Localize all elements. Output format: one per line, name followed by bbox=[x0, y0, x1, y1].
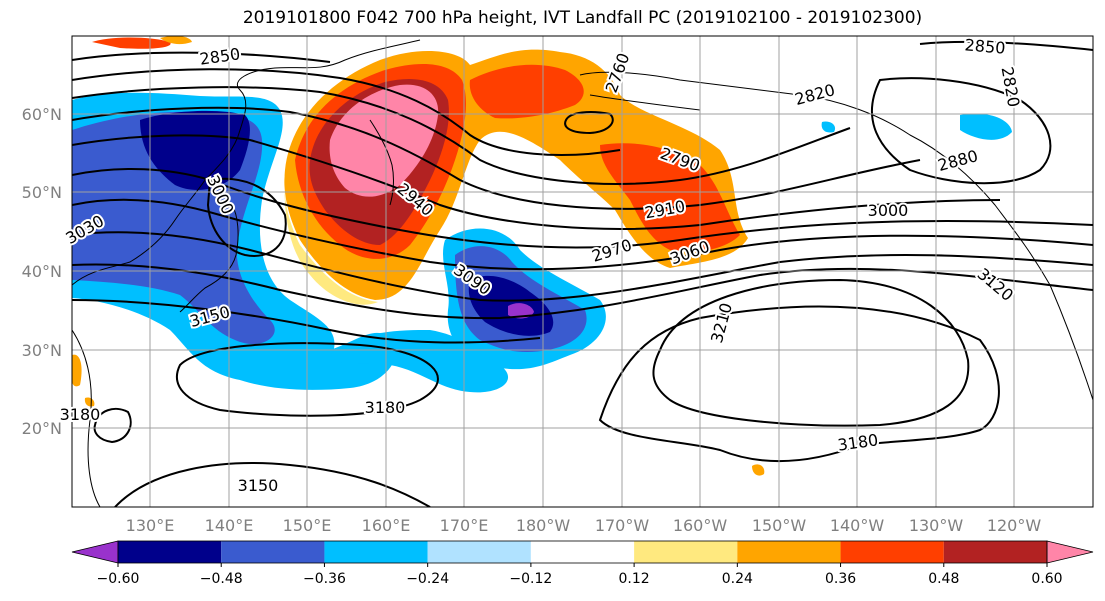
contour-label: 3180 bbox=[365, 398, 406, 417]
coastlines bbox=[72, 39, 1093, 507]
pos-patch-s bbox=[752, 464, 765, 476]
lat-tick-label: 40°N bbox=[22, 262, 62, 281]
lon-tick-label: 170°W bbox=[595, 516, 650, 535]
contour-label: 3000 bbox=[868, 201, 909, 220]
colorbar-bin bbox=[118, 541, 222, 563]
contour-d bbox=[72, 134, 1001, 230]
contour-a bbox=[72, 68, 621, 156]
contour-japan-loop bbox=[206, 177, 287, 257]
lon-tick-label: 140°E bbox=[205, 516, 254, 535]
colorbar-extend-min bbox=[71, 540, 119, 564]
pos-patch-nw2 bbox=[160, 36, 192, 45]
lon-tick-label: 130°W bbox=[909, 516, 964, 535]
colorbar-bin bbox=[221, 541, 325, 563]
contour-2850-west bbox=[72, 51, 331, 63]
neg-region-central-min bbox=[508, 303, 534, 319]
colorbar-bin bbox=[840, 541, 944, 563]
colorbar-tick-label: 0.48 bbox=[928, 571, 959, 587]
gridlines bbox=[72, 36, 1093, 507]
contour-e bbox=[72, 167, 1093, 249]
lon-tick-label: 150°W bbox=[752, 516, 807, 535]
contour-i bbox=[72, 299, 541, 344]
contour-3180 bbox=[175, 342, 439, 417]
lon-tick-label: 170°E bbox=[440, 516, 489, 535]
colorbar-tick-label: −0.12 bbox=[509, 571, 552, 587]
pos-patch-nw bbox=[92, 37, 171, 49]
contour-small-circle bbox=[93, 407, 132, 444]
colorbar-tick-label: 0.36 bbox=[825, 571, 856, 587]
coast-japan bbox=[179, 204, 239, 313]
contour-f bbox=[72, 198, 1093, 271]
contour-3150-sw bbox=[114, 462, 431, 507]
colorbar-tick-label: −0.48 bbox=[200, 571, 243, 587]
longitude-tick-labels: 130°E 140°E 150°E 160°E 170°E 180°W 170°W 160°W… bbox=[126, 516, 1042, 535]
lat-tick-label: 30°N bbox=[22, 341, 62, 360]
colorbar-bin bbox=[634, 541, 738, 563]
colorbar-tick-label: −0.36 bbox=[303, 571, 346, 587]
contour-b bbox=[72, 86, 851, 185]
neg-patch-alaska2 bbox=[821, 121, 836, 133]
contour-3210 bbox=[652, 278, 970, 427]
lat-tick-label: 50°N bbox=[22, 183, 62, 202]
contour-g bbox=[72, 231, 1093, 302]
coast-china bbox=[72, 329, 101, 507]
contour-label: 2850 bbox=[964, 35, 1006, 57]
contour-north-2850-east bbox=[919, 41, 1093, 51]
lon-tick-label: 160°E bbox=[362, 516, 411, 535]
latitude-tick-labels: 60°N 50°N 40°N 30°N 20°N bbox=[22, 105, 62, 438]
contour-label: 3180 bbox=[60, 405, 101, 424]
colorbar-extend-max bbox=[1046, 540, 1094, 564]
coast-aleutians bbox=[589, 94, 701, 111]
contour-label: 3150 bbox=[238, 476, 279, 495]
map-frame bbox=[71, 35, 1094, 508]
pos-region-mid2 bbox=[469, 64, 584, 119]
coast-kamchatka bbox=[369, 119, 394, 206]
lon-tick-label: 140°W bbox=[830, 516, 885, 535]
coast-alaska bbox=[579, 71, 1093, 401]
colorbar-tick-label: 0.60 bbox=[1031, 571, 1062, 587]
contour-low-circle bbox=[564, 111, 614, 135]
neg-patch-alaska bbox=[960, 113, 1012, 140]
colorbar-tick-label: 0.24 bbox=[722, 571, 753, 587]
lon-tick-label: 150°E bbox=[283, 516, 332, 535]
colorbar-bin bbox=[427, 541, 531, 563]
colorbar-tick-label: 0.12 bbox=[619, 571, 650, 587]
lon-tick-label: 120°W bbox=[987, 516, 1042, 535]
colorbar-bin bbox=[737, 541, 841, 563]
colorbar-bin bbox=[324, 541, 428, 563]
pos-patch-s2 bbox=[84, 397, 95, 407]
lon-tick-label: 130°E bbox=[126, 516, 175, 535]
lat-tick-label: 60°N bbox=[22, 105, 62, 124]
lat-tick-label: 20°N bbox=[22, 419, 62, 438]
colorbar: −0.60 −0.48 −0.36 −0.24 −0.12 0.12 0.24 0.36 0.4… bbox=[71, 540, 1094, 587]
lon-tick-label: 160°W bbox=[673, 516, 728, 535]
colorbar-bin bbox=[530, 541, 635, 563]
colorbar-bin bbox=[943, 541, 1047, 563]
colorbar-tick-label: −0.24 bbox=[406, 571, 449, 587]
colorbar-outline bbox=[117, 540, 1048, 564]
chart-title: 2019101800 F042 700 hPa height, IVT Land… bbox=[242, 8, 923, 28]
coast-asia bbox=[72, 39, 421, 286]
contour-alaska bbox=[870, 77, 1052, 185]
pos-patch-sw bbox=[72, 354, 82, 387]
lon-tick-label: 180°W bbox=[516, 516, 571, 535]
colorbar-tick-label: −0.60 bbox=[97, 571, 140, 587]
